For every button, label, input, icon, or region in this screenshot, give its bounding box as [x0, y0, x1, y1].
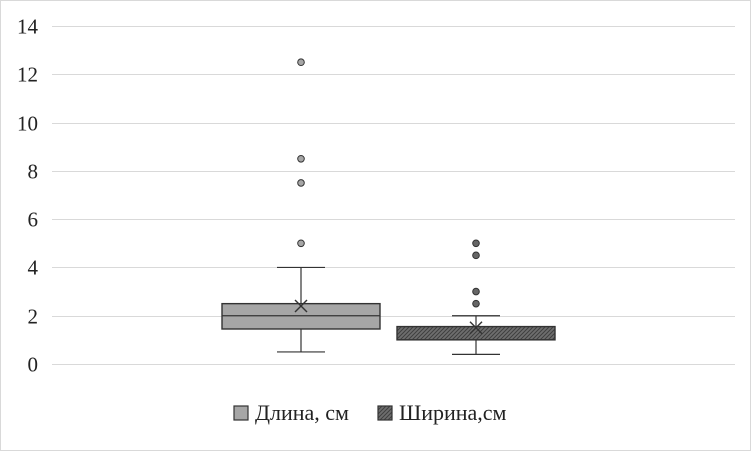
legend-swatch [233, 405, 249, 421]
y-axis-tick-labels: 0 2 4 6 8 10 12 14 [17, 15, 39, 377]
legend-swatch [377, 405, 393, 421]
outlier-point [297, 179, 305, 187]
y-tick-label: 14 [17, 15, 39, 39]
outlier-point [297, 154, 305, 163]
outlier-point [472, 299, 480, 308]
legend-label: Ширина,см [399, 400, 507, 425]
mean-marker [294, 299, 308, 313]
outlier-point [297, 239, 305, 248]
legend-label: Длина, см [255, 400, 349, 425]
y-tick-label: 2 [28, 305, 39, 329]
gridlines [52, 26, 735, 365]
box-series [221, 58, 556, 355]
mean-marker [469, 321, 483, 335]
outlier-point [472, 251, 480, 260]
outlier-point [472, 239, 480, 248]
box-2 [396, 239, 556, 355]
y-tick-label: 8 [28, 160, 39, 184]
outlier-point [472, 287, 480, 296]
box-1 [221, 58, 381, 353]
y-tick-label: 10 [17, 112, 38, 136]
y-tick-label: 6 [28, 208, 39, 232]
y-tick-label: 0 [28, 353, 39, 377]
y-tick-label: 4 [28, 256, 39, 280]
y-tick-label: 12 [17, 63, 38, 87]
legend: Длина, см Ширина,см [233, 400, 507, 425]
outlier-point [297, 58, 305, 67]
